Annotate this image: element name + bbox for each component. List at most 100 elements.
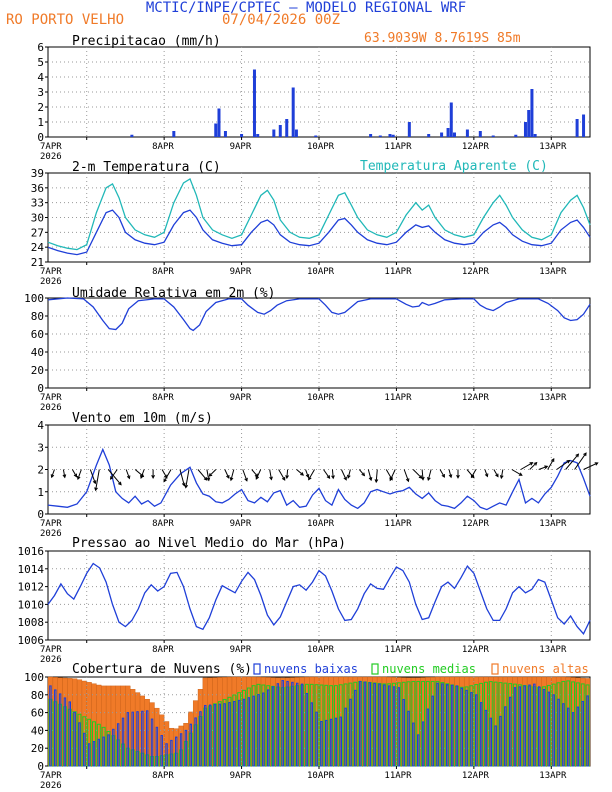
cloud-low-bar <box>160 735 163 767</box>
wind-vector-head <box>140 474 144 479</box>
cloud-y-tick-label: 80 <box>31 689 44 702</box>
cloud-y-tick-label: 20 <box>31 742 44 755</box>
cloud-low-bar <box>537 686 541 767</box>
cloud-low-bar <box>165 743 168 767</box>
precip-bar <box>391 134 395 137</box>
cloud-low-bar <box>557 698 560 767</box>
cloud-low-bar <box>392 686 396 767</box>
wind-vector <box>574 452 587 470</box>
wind-vector <box>427 469 432 481</box>
wind-vector <box>389 469 396 481</box>
cloud-low-bar <box>470 692 473 767</box>
precip-bar <box>291 87 295 137</box>
wind-vector-head <box>518 472 523 476</box>
temperature-y-tick-label: 21 <box>31 256 44 269</box>
cloud-low-bar <box>528 684 531 767</box>
precip-bar <box>388 134 392 137</box>
wind-vector-head <box>533 461 538 466</box>
cloud-low-bar <box>562 703 565 767</box>
temperature-x-year-label: 2026 <box>40 277 62 287</box>
humidity-y-tick-label: 60 <box>31 328 44 341</box>
temperature-y-tick-label: 36 <box>31 182 44 195</box>
precipitation-y-tick-label: 2 <box>37 101 44 114</box>
wind-y-tick-label: 3 <box>37 441 44 454</box>
wind-vector-head <box>163 478 167 483</box>
humidity-x-tick-label: 8APR <box>152 393 174 403</box>
legend-high-swatch <box>491 663 499 675</box>
cloud-low-bar <box>305 692 309 767</box>
cloud-low-bar <box>233 700 236 767</box>
humidity-x-tick-label: 10APR <box>307 393 335 403</box>
precip-bar <box>575 119 579 137</box>
cloud-low-bar <box>266 689 270 767</box>
humidity-y-tick-label: 40 <box>31 346 44 359</box>
wind-vector-head <box>470 474 475 479</box>
cloud-low-bar <box>102 736 105 767</box>
pressure-x-tick-label: 11APR <box>384 645 412 655</box>
cloud-low-bar <box>552 694 555 767</box>
cloud-low-bar <box>92 741 96 767</box>
precip-bar <box>440 132 444 137</box>
cloud-x-tick-label: 13APR <box>539 771 567 781</box>
precipitation-x-tick-label: 9APR <box>230 142 252 152</box>
wind-vector <box>403 469 409 482</box>
wind-vector <box>305 469 309 478</box>
cloud-low-bar <box>523 685 526 767</box>
cloud-low-bar <box>204 704 207 767</box>
precip-bar <box>217 108 221 137</box>
wind-vector <box>197 469 208 481</box>
wind-vector <box>583 462 598 470</box>
precipitation-x-tick-label: 7APR <box>40 142 62 152</box>
precip-bar <box>465 129 469 137</box>
temperature-x-tick-label: 13APR <box>539 267 567 277</box>
header-coords: 63.9039W 8.7619S 85m <box>364 31 521 46</box>
cloud-low-bar <box>325 719 328 767</box>
cloud-low-bar <box>383 684 386 767</box>
wind-vector <box>331 469 334 479</box>
precipitation-x-tick-label: 10APR <box>307 142 335 152</box>
cloud-low-bar <box>547 691 551 767</box>
wind-vector-head <box>50 474 55 479</box>
wind-vector-head <box>206 477 211 482</box>
cloud-low-bar <box>126 712 130 767</box>
humidity-x-year-label: 2026 <box>40 403 62 413</box>
cloud-low-bar <box>320 721 323 767</box>
wind-vector <box>470 469 477 478</box>
cloud-low-bar <box>237 699 241 767</box>
precip-bar <box>449 102 453 137</box>
pressure-x-tick-label: 13APR <box>539 645 567 655</box>
cloud-low-bar <box>208 704 212 767</box>
cloud-low-bar <box>412 722 415 767</box>
precip-bar <box>252 69 256 137</box>
cloud-low-bar <box>475 694 478 767</box>
wind-vector-head <box>448 474 453 479</box>
wind-x-tick-label: 12APR <box>462 519 490 529</box>
precip-bar <box>369 134 373 137</box>
wind-x-tick-label: 9APR <box>230 519 252 529</box>
wind-y-tick-label: 2 <box>37 464 44 477</box>
wind-vector-head <box>368 477 373 482</box>
wind-vector-head <box>208 473 213 477</box>
cloud-low-bar <box>131 711 134 767</box>
wind-vector-head <box>331 475 335 480</box>
cloud-low-bar <box>262 692 265 767</box>
wind-x-tick-label: 10APR <box>307 519 335 529</box>
cloud-low-bar <box>397 687 401 767</box>
cloud-low-bar <box>368 682 372 767</box>
apparent-temperature-title: Temperatura Aparente (C) <box>360 159 548 174</box>
cloud-low-bar <box>542 688 546 767</box>
cloud-low-bar <box>286 680 289 767</box>
pressure-x-tick-label: 9APR <box>230 645 252 655</box>
wind-vector-head <box>184 484 189 489</box>
wind-x-year-label: 2026 <box>40 529 62 539</box>
precip-bar <box>533 134 537 137</box>
precipitation-x-tick-label: 11APR <box>384 142 412 152</box>
humidity-line <box>47 297 591 332</box>
cloud-low-bar <box>78 722 81 767</box>
wind-vector-head <box>94 487 98 492</box>
cloud-low-bar <box>416 734 420 767</box>
cloud-low-bar <box>136 711 139 767</box>
wind-title: Vento em 10m (m/s) <box>72 411 213 426</box>
wind-y-tick-label: 1 <box>37 486 44 499</box>
wind-vector <box>185 469 190 488</box>
